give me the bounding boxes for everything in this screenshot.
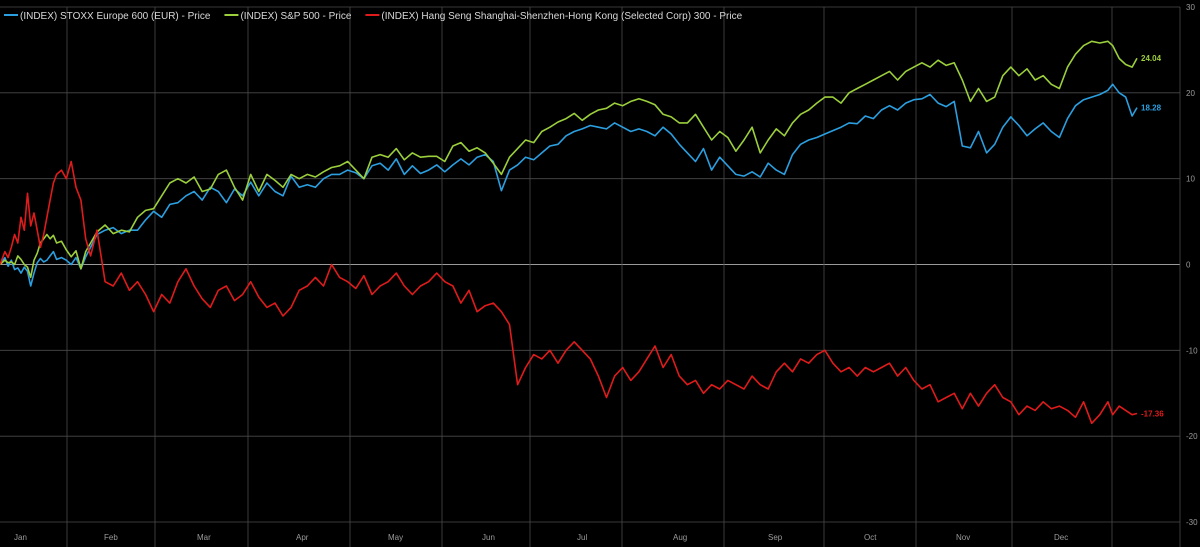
series-line-2[interactable]: [0, 160, 1138, 425]
x-tick-label-aug: Aug: [673, 533, 687, 542]
legend[interactable]: (INDEX) STOXX Europe 600 (EUR) - Price (I…: [4, 11, 743, 22]
series-end-label-1: 24.04: [1141, 54, 1162, 63]
legend-item-0[interactable]: (INDEX) STOXX Europe 600 (EUR) - Price: [4, 11, 211, 22]
y-tick-label: 10: [1186, 175, 1195, 184]
series-end-label-2: -17.36: [1141, 410, 1164, 419]
x-tick-label-oct: Oct: [864, 533, 877, 542]
axis-layer: 30 20 10 0 -10 -20 -30 Jan Feb Mar Apr May Jun Jul Aug…: [14, 3, 1198, 542]
x-tick-label-feb: Feb: [104, 533, 118, 542]
y-tick-label: 30: [1186, 3, 1195, 12]
x-tick-label-nov: Nov: [956, 533, 970, 542]
grid-layer: [0, 6, 1181, 547]
legend-label: (INDEX) Hang Seng Shanghai-Shenzhen-Hong…: [381, 11, 742, 22]
x-tick-label-mar: Mar: [197, 533, 211, 542]
x-tick-label-jun: Jun: [482, 533, 495, 542]
y-tick-label: 20: [1186, 89, 1195, 98]
y-tick-label: 0: [1186, 261, 1191, 270]
y-tick-label: -20: [1186, 432, 1198, 441]
x-tick-label-apr: Apr: [296, 533, 309, 542]
legend-label: (INDEX) S&P 500 - Price: [240, 11, 351, 22]
x-tick-label-jul: Jul: [577, 533, 587, 542]
series-line-1[interactable]: [0, 40, 1138, 279]
legend-item-2[interactable]: (INDEX) Hang Seng Shanghai-Shenzhen-Hong…: [365, 11, 743, 22]
x-tick-label-dec: Dec: [1054, 533, 1068, 542]
x-tick-label-sep: Sep: [768, 533, 783, 542]
x-tick-label-jan: Jan: [14, 533, 27, 542]
x-tick-label-may: May: [388, 533, 403, 542]
legend-item-1[interactable]: (INDEX) S&P 500 - Price: [224, 11, 352, 22]
series-end-label-0: 18.28: [1141, 104, 1162, 113]
series-layer: 18.28 24.04 -17.36: [0, 40, 1164, 425]
y-tick-label: -10: [1186, 346, 1198, 355]
legend-label: (INDEX) STOXX Europe 600 (EUR) - Price: [20, 11, 211, 22]
series-line-0[interactable]: [0, 83, 1138, 287]
y-tick-label: -30: [1186, 518, 1198, 527]
